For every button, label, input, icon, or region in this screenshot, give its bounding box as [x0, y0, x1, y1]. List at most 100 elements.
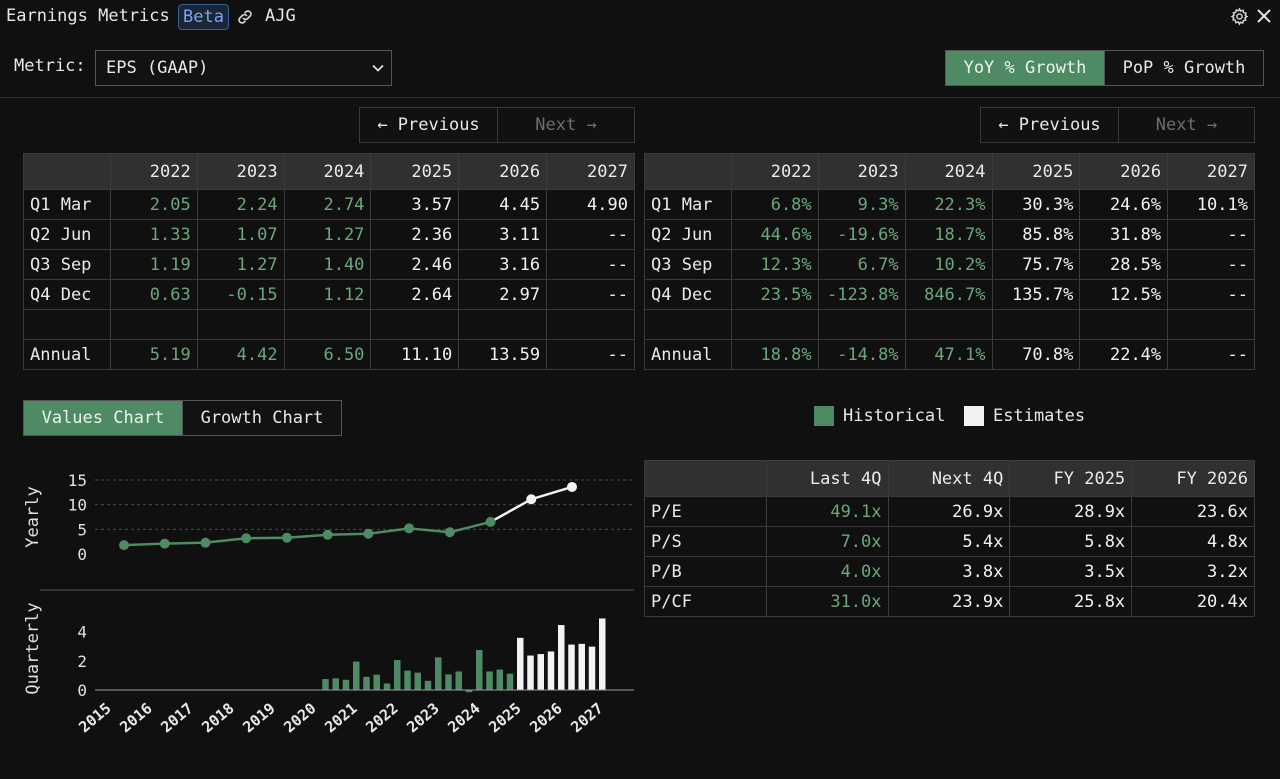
row-label: Q4 Dec [23, 279, 111, 310]
x-tick-label: 2020 [280, 699, 319, 736]
values-next-button[interactable]: Next → [497, 107, 635, 143]
table-header-row: Last 4Q Next 4Q FY 2025 FY 2026 [644, 460, 1255, 497]
yoy-growth-button[interactable]: YoY % Growth [945, 50, 1105, 86]
historical-bar [435, 657, 442, 690]
table-cell: 10.2% [904, 249, 993, 280]
table-cell: 31.0x [765, 586, 889, 617]
x-tick-label: 2022 [362, 699, 401, 736]
x-tick-label: 2019 [239, 699, 278, 736]
historical-series-line [123, 520, 491, 547]
y-tick-label: 15 [68, 471, 87, 490]
table-cell: -- [1167, 249, 1255, 280]
column-header: 2025 [370, 153, 460, 190]
table-cell: 7.0x [765, 526, 889, 557]
column-header: 2027 [546, 153, 635, 190]
historical-legend-swatch [814, 406, 834, 426]
table-cell: 22.4% [1079, 339, 1169, 370]
column-header: Next 4Q [887, 460, 1011, 497]
historical-bar [404, 670, 411, 690]
table-cell: 23.6x [1131, 496, 1255, 527]
historical-bar [424, 680, 432, 690]
row-label: P/CF [644, 586, 767, 617]
window-title: Earnings Metrics [6, 6, 170, 26]
table-cell: 85.8% [991, 219, 1081, 250]
growth-chart-tab[interactable]: Growth Chart [182, 400, 342, 436]
column-header: FY 2025 [1009, 460, 1133, 497]
divider [0, 97, 1280, 98]
row-label: Q3 Sep [644, 249, 732, 280]
estimate-bar [547, 651, 555, 690]
historical-bar [445, 674, 452, 690]
column-header: 2022 [109, 153, 198, 190]
row-label: Q1 Mar [644, 189, 732, 220]
corner-header [23, 153, 111, 190]
table-cell: -- [1167, 339, 1255, 370]
table-cell: 4.45 [458, 189, 548, 220]
historical-bar [496, 669, 503, 690]
row-label: P/B [644, 556, 767, 587]
table-cell [730, 309, 819, 340]
table-cell: 1.19 [109, 249, 198, 280]
historical-bar [414, 672, 421, 690]
y-tick-label: 2 [77, 652, 87, 671]
historical-point [404, 523, 415, 534]
historical-bar [486, 671, 493, 690]
x-tick-label: 2023 [403, 699, 442, 736]
table-row: Annual 5.19 4.42 6.50 11.10 13.59 -- [23, 339, 635, 370]
values-chart-tab[interactable]: Values Chart [23, 400, 183, 436]
y-axis-label: Quarterly [23, 602, 43, 694]
table-cell: -14.8% [817, 339, 906, 370]
table-row: Q3 Sep 12.3% 6.7% 10.2% 75.7% 28.5% -- [644, 249, 1255, 280]
row-label: Annual [23, 339, 111, 370]
x-tick-label: 2016 [116, 699, 155, 736]
table-row: Q4 Dec 0.63 -0.15 1.12 2.64 2.97 -- [23, 279, 635, 310]
column-header: 2023 [817, 153, 906, 190]
table-cell: 1.12 [283, 279, 372, 310]
link-icon[interactable] [236, 8, 254, 26]
row-label: P/E [644, 496, 767, 527]
column-header: 2026 [1079, 153, 1169, 190]
gear-icon[interactable] [1230, 7, 1249, 26]
historical-bar [506, 673, 514, 690]
historical-point [241, 533, 252, 544]
x-tick-label: 2015 [75, 699, 114, 736]
table-cell: 3.57 [370, 189, 460, 220]
values-previous-button[interactable]: ← Previous [359, 107, 498, 143]
table-cell: 23.5% [730, 279, 819, 310]
historical-bar [394, 660, 401, 690]
table-cell: -- [546, 339, 635, 370]
table-row: P/S 7.0x 5.4x 5.8x 4.8x [644, 526, 1255, 557]
close-icon[interactable] [1256, 8, 1272, 24]
table-cell: -19.6% [817, 219, 906, 250]
corner-header [644, 460, 767, 497]
column-header: FY 2026 [1131, 460, 1255, 497]
historical-point [200, 537, 211, 548]
table-cell [370, 309, 460, 340]
table-cell: 6.7% [817, 249, 906, 280]
historical-point [281, 532, 292, 543]
y-tick-label: 0 [77, 681, 87, 700]
metric-select[interactable]: EPS (GAAP) [95, 50, 392, 86]
x-tick-label: 2026 [526, 699, 565, 736]
growth-next-button[interactable]: Next → [1118, 107, 1255, 143]
y-tick-label: 10 [68, 496, 87, 515]
values-chart: 0 5 10 15 Yearly 0 2 4 Quarterly 2015 2016 2017 2018… [23, 471, 634, 736]
historical-bar [455, 671, 462, 690]
historical-bar [373, 674, 380, 690]
table-cell: 2.36 [370, 219, 460, 250]
table-cell: 1.33 [109, 219, 198, 250]
pop-growth-button[interactable]: PoP % Growth [1104, 50, 1264, 86]
estimate-bar [568, 644, 575, 690]
y-axis-label: Yearly [23, 486, 43, 547]
historical-legend-label: Historical [843, 406, 946, 426]
growth-previous-button[interactable]: ← Previous [980, 107, 1119, 143]
table-row: P/E 49.1x 26.9x 28.9x 23.6x [644, 496, 1255, 527]
table-cell: 24.6% [1079, 189, 1169, 220]
column-header: 2027 [1167, 153, 1255, 190]
table-cell: 5.4x [887, 526, 1011, 557]
table-cell: -- [546, 279, 635, 310]
table-cell: 3.16 [458, 249, 548, 280]
table-cell: -0.15 [196, 279, 285, 310]
row-label: Q4 Dec [644, 279, 732, 310]
table-cell: 4.42 [196, 339, 285, 370]
